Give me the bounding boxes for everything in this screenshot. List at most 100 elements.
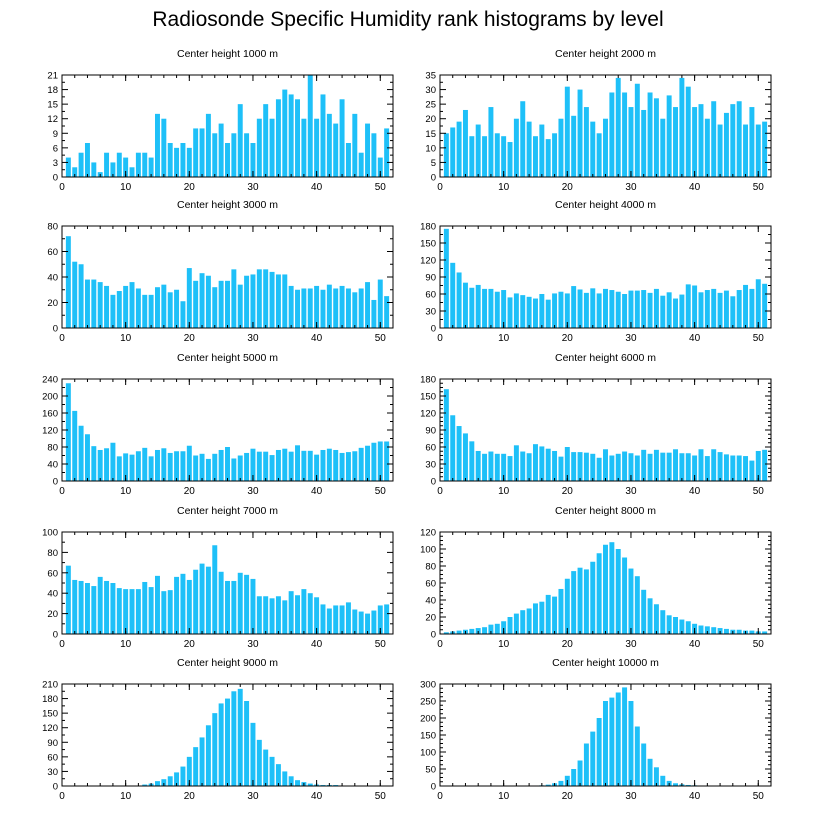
bar [641,743,647,786]
y-tick-label: 21 [47,71,58,82]
x-tick-label: 20 [562,486,574,497]
bar [256,269,262,328]
x-tick-label: 40 [311,486,323,497]
y-tick-label: 3 [53,158,58,169]
y-tick-label: 40 [425,596,436,607]
bar [123,453,129,482]
x-tick-label: 0 [437,486,443,497]
bar [526,296,532,328]
bar [755,124,761,177]
bar [333,288,339,328]
panel-title: Center height 2000 m [555,48,656,60]
bar [295,445,300,481]
bar [110,442,116,481]
bar [577,567,583,634]
panel-title: Center height 8000 m [555,505,656,517]
bar [263,269,269,328]
bar [698,104,704,177]
bar [275,99,281,177]
y-tick-label: 30 [425,460,436,471]
y-tick-label: 120 [420,409,436,420]
chart-panel-2: Center height 2000 m 0 10 20 30 40 50 0 5 10 15 20 2… [425,48,772,193]
bar [603,701,608,786]
bar [552,293,558,328]
bar [218,449,224,481]
bar [326,448,332,481]
bar [564,447,570,481]
bar [711,627,717,634]
bar [110,583,116,634]
figure-title: Radiosonde Specific Humidity rank histog… [152,8,664,31]
bar [628,701,634,786]
bar [736,101,742,177]
bar [155,113,160,177]
y-tick-label: 120 [420,528,436,539]
bar [456,272,462,328]
bar [110,162,116,177]
bar [269,271,275,328]
chart-panel-10: Center height 10000 m 0 10 20 30 40 50 0 50 100 15… [420,657,772,802]
bar [545,784,551,786]
bar [615,77,621,177]
bar [345,143,351,177]
bar [91,586,97,634]
bar [743,284,749,328]
bar [749,288,755,328]
bar [628,453,634,481]
bar [685,86,691,177]
bar [660,610,666,634]
x-tick-label: 50 [753,791,765,802]
bar [634,726,640,786]
bar [301,589,307,634]
bar [723,112,729,177]
bar [104,448,110,481]
bar [148,456,154,481]
bar [295,780,300,786]
bar [84,279,90,328]
bar [148,294,154,328]
bar [462,282,468,328]
bar [501,453,507,481]
bar [615,549,621,634]
bar [205,275,211,328]
bar [513,118,519,177]
bar [282,771,288,786]
bar [384,604,390,634]
bar [711,288,717,328]
bar [475,450,481,481]
x-tick-label: 10 [120,486,132,497]
y-tick-label: 100 [42,528,58,539]
bar [647,758,653,786]
bar [615,453,621,481]
bar [307,593,313,634]
bar [256,739,262,786]
bar [501,136,507,177]
x-tick-label: 30 [625,333,637,344]
bar [762,449,768,481]
bar [186,579,192,634]
bar [199,737,205,786]
bar [583,452,589,481]
bar [72,579,78,634]
chart-panel-9: Center height 9000 m 0 10 20 30 40 50 0 30 60 90 12… [42,657,394,802]
y-tick-label: 40 [47,589,58,600]
bar [135,451,141,481]
bar [443,632,449,634]
bar [301,450,307,481]
bar [377,157,383,177]
bar [161,591,167,634]
bar [723,290,729,328]
bar [475,124,481,177]
x-tick-label: 40 [689,333,701,344]
bar [704,626,710,634]
bar [199,453,205,481]
bar [123,157,129,177]
bar [250,578,256,634]
bar [288,285,294,328]
bar [558,588,564,634]
y-tick-label: 25 [425,100,436,111]
bar [583,743,589,786]
bar [142,581,148,634]
bar [603,288,608,328]
bar [641,589,647,634]
